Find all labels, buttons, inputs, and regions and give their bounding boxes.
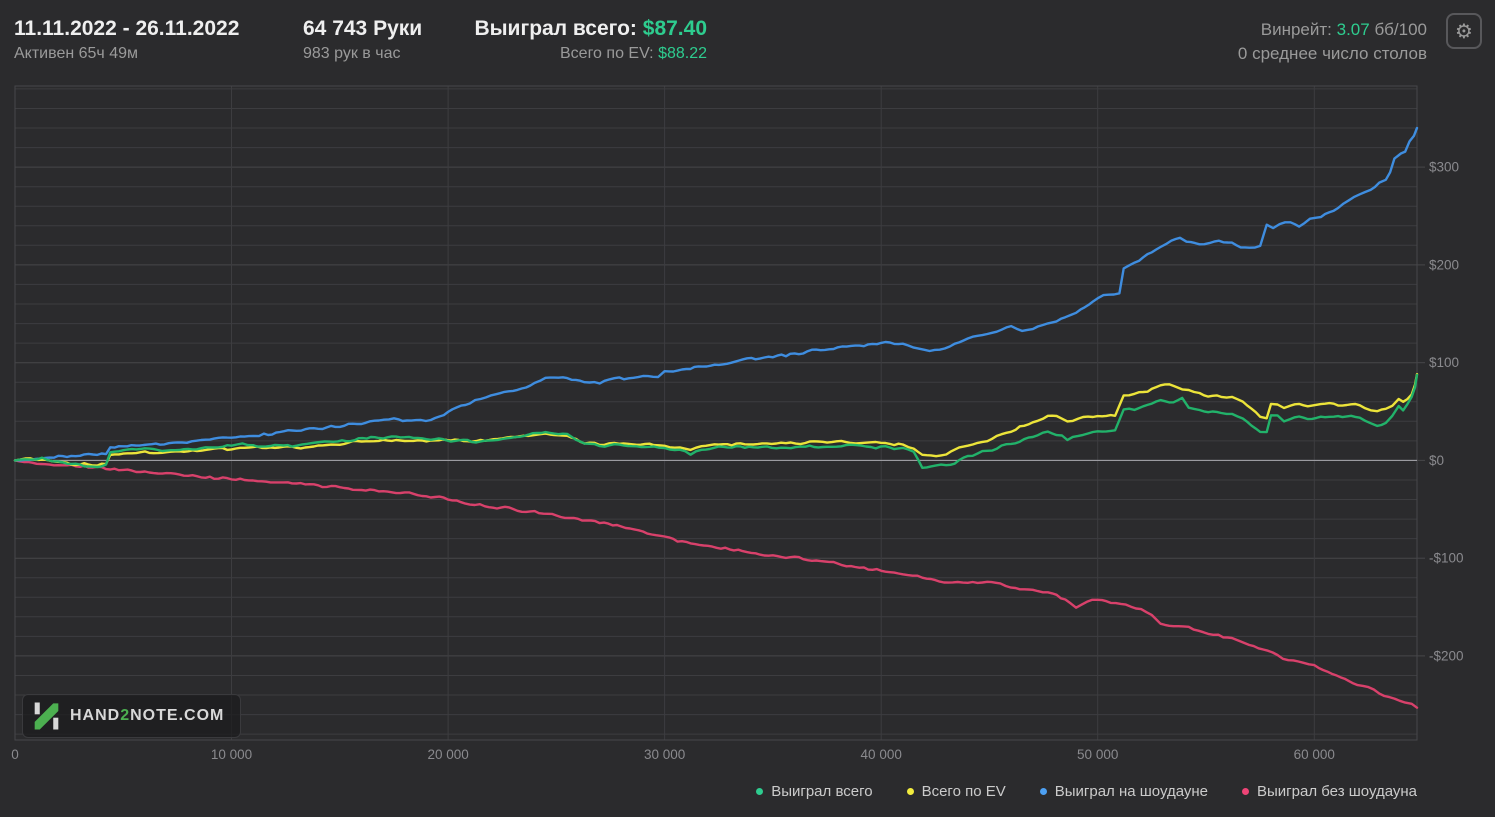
ev-total-line: Всего по EV: $88.22 (440, 42, 707, 66)
winrate-unit: бб/100 (1374, 20, 1427, 39)
logo-text-num: 2 (120, 707, 131, 724)
chart-legend: Выиграл всего Всего по EV Выиграл на шоуда… (756, 783, 1417, 800)
legend-item-0[interactable]: Выиграл всего (756, 783, 873, 800)
y-axis-label: $0 (1429, 453, 1444, 468)
legend-label: Выиграл на шоудауне (1054, 783, 1209, 800)
plot-border (14, 85, 1418, 741)
x-axis-label: 0 (11, 747, 19, 762)
x-axis-label: 60 000 (1294, 747, 1335, 762)
series-line-2 (13, 373, 1419, 467)
series-line-0 (13, 459, 1419, 709)
legend-label: Выиграл всего (771, 783, 873, 800)
gear-icon: ⚙ (1455, 20, 1473, 43)
hands-per-hour: 983 рук в час (303, 45, 401, 62)
x-axis-label: 10 000 (211, 747, 252, 762)
y-axis-label: $100 (1429, 355, 1459, 370)
series-line-1 (13, 126, 1419, 462)
legend-item-1[interactable]: Всего по EV (906, 783, 1006, 800)
active-time: Активен 65ч 49м (14, 45, 138, 62)
legend-dot-icon (906, 788, 914, 795)
session-info-block: 11.11.2022 - 26.11.2022 Активен 65ч 49м (14, 15, 239, 66)
legend-dot-icon (756, 788, 764, 795)
y-axis-label: -$200 (1429, 648, 1464, 663)
logo-text-pre: HAND (70, 707, 121, 724)
series-line-3 (13, 373, 1419, 469)
hands-info-block: 64 743 Руки 983 рук в час (303, 15, 422, 66)
winnings-info-block: Выиграл всего: $87.40 Всего по EV: $88.2… (440, 15, 707, 66)
hand2note-watermark: HAND2NOTE.COM (22, 694, 242, 738)
legend-label: Выиграл без шоудауна (1257, 783, 1417, 800)
winrate-info-block: Винрейт: 3.07 бб/100 0 среднее число сто… (1238, 17, 1427, 66)
settings-button[interactable]: ⚙ (1446, 13, 1482, 49)
hand2note-logo-text: HAND2NOTE.COM (70, 707, 224, 725)
winrate-label: Винрейт: (1260, 20, 1332, 39)
hand2note-logo-icon (34, 702, 59, 730)
x-axis-label: 30 000 (644, 747, 685, 762)
legend-dot-icon (1039, 788, 1047, 795)
y-axis-label: $200 (1429, 257, 1459, 272)
legend-item-3[interactable]: Выиграл без шоудауна (1242, 783, 1417, 800)
x-axis-label: 20 000 (427, 747, 468, 762)
legend-dot-icon (1242, 788, 1250, 795)
winrate-line: Винрейт: 3.07 бб/100 (1238, 17, 1427, 42)
avg-tables: 0 среднее число столов (1237, 44, 1427, 63)
date-range: 11.11.2022 - 26.11.2022 (14, 17, 240, 40)
ev-total-label: Всего по EV: (560, 45, 654, 62)
y-axis-label: $300 (1429, 160, 1459, 175)
x-axis-label: 40 000 (861, 747, 902, 762)
x-axis-label: 50 000 (1077, 747, 1118, 762)
won-total-label: Выиграл всего: (474, 17, 637, 40)
hands-total: 64 743 Руки (303, 17, 423, 40)
winrate-value: 3.07 (1336, 20, 1370, 39)
won-total-value: $87.40 (642, 17, 707, 40)
ev-total-value: $88.22 (658, 45, 707, 62)
y-axis-label: -$100 (1429, 551, 1464, 566)
legend-label: Всего по EV (921, 783, 1006, 800)
logo-text-post: NOTE.COM (130, 707, 225, 724)
won-total-line: Выиграл всего: $87.40 (440, 15, 707, 42)
legend-item-2[interactable]: Выиграл на шоудауне (1039, 783, 1209, 800)
